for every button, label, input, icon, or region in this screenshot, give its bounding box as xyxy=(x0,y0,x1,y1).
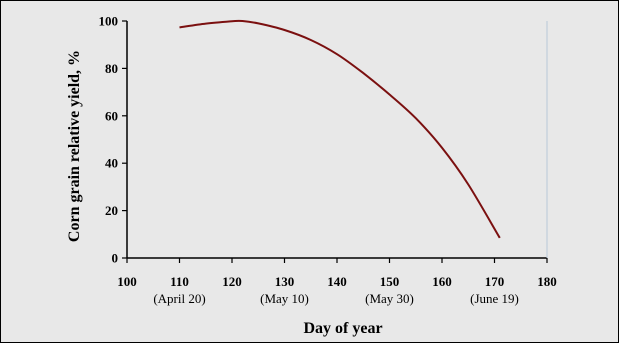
y-tick-label: 0 xyxy=(112,251,119,266)
x-tick-label: 170 xyxy=(485,274,505,289)
y-axis-label: Corn grain relative yield, % xyxy=(66,50,83,242)
x-tick-label: 100 xyxy=(117,274,137,289)
y-tick-label: 20 xyxy=(105,203,118,218)
series-layer xyxy=(179,19,501,239)
x-tick-label: 120 xyxy=(222,274,242,289)
x-date-label: (May 10) xyxy=(260,291,309,306)
x-tick-label: 140 xyxy=(327,274,347,289)
x-tick-label: 110 xyxy=(170,274,189,289)
x-date-label: (June 19) xyxy=(470,291,519,306)
x-ticks: 100 110 120 130 140 150 160 170 180 (April 20) (Ma… xyxy=(117,258,557,306)
y-ticks: 0 20 40 60 80 100 xyxy=(99,14,127,266)
y-tick-label: 60 xyxy=(105,108,118,123)
y-tick-label: 80 xyxy=(105,61,118,76)
x-tick-label: 180 xyxy=(537,274,557,289)
x-tick-label: 150 xyxy=(380,274,400,289)
x-tick-label: 130 xyxy=(275,274,295,289)
x-date-label: (April 20) xyxy=(153,291,205,306)
axes xyxy=(126,21,548,259)
y-tick-label: 100 xyxy=(99,14,119,29)
x-axis-label: Day of year xyxy=(303,320,382,337)
y-tick-label: 40 xyxy=(105,156,118,171)
yield-series-line xyxy=(179,19,501,239)
x-tick-label: 160 xyxy=(432,274,452,289)
x-date-label: (May 30) xyxy=(365,291,414,306)
